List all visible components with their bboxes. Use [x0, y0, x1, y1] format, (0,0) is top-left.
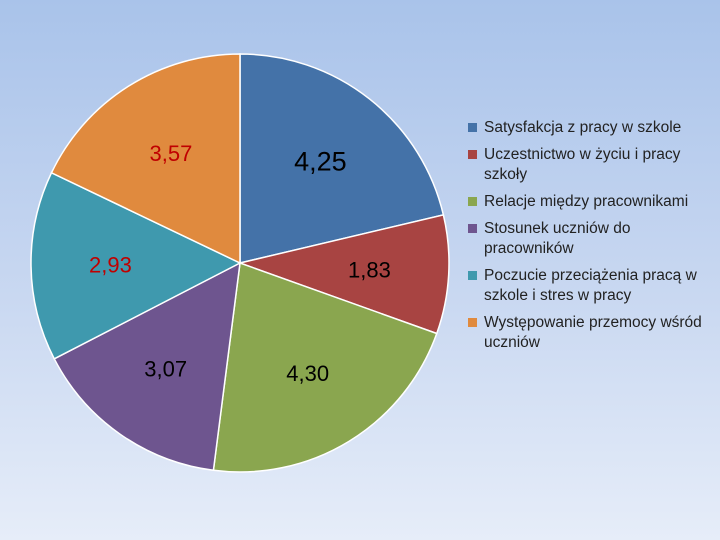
legend-item-relacje-miedzy-pracownikami: Relacje między pracownikami: [468, 192, 708, 212]
pie-slice-uczestnictwo-w-zyciu-i-pracy-szkoly: [237, 213, 450, 335]
legend-swatch: [468, 123, 477, 132]
value-labels: 4,25 1,83 4,30 3,07 2,93 3,57: [89, 141, 391, 386]
value-label-stosunek-uczniow-do-pracownikow: 3,07: [144, 357, 187, 382]
legend-item-satysfakcja-z-pracy-w-szkole: Satysfakcja z pracy w szkole: [468, 118, 708, 138]
legend-label: Relacje między pracownikami: [484, 193, 689, 210]
pie-slices: [30, 53, 450, 473]
legend-label: Stosunek uczniów do pracowników: [484, 220, 631, 257]
value-label-uczestnictwo-w-zyciu-i-pracy-szkoly: 1,83: [348, 258, 391, 283]
legend-swatch: [468, 224, 477, 233]
legend-item-uczestnictwo-w-zyciu-i-pracy-szkoly: Uczestnictwo w życiu i pracy szkoły: [468, 145, 708, 185]
legend-label: Występowanie przemocy wśród uczniów: [484, 314, 702, 351]
legend-label: Uczestnictwo w życiu i pracy szkoły: [484, 146, 681, 183]
value-label-relacje-miedzy-pracownikami: 4,30: [286, 361, 329, 386]
value-label-satysfakcja-z-pracy-w-szkole: 4,25: [294, 146, 347, 176]
legend-swatch: [468, 318, 477, 327]
chart-legend: Satysfakcja z pracy w szkole Uczestnictwo…: [468, 118, 708, 360]
pie-slice-wystepowanie-przemocy-wsrod-uczniow: [50, 53, 241, 265]
legend-label: Poczucie przeciążenia pracą w szkole i s…: [484, 267, 697, 304]
value-label-wystepowanie-przemocy-wsrod-uczniow: 3,57: [149, 141, 192, 166]
pie-slice-relacje-miedzy-pracownikami: [212, 261, 438, 473]
legend-swatch: [468, 271, 477, 280]
legend-swatch: [468, 197, 477, 206]
pie-slice-satysfakcja-z-pracy-w-szkole: [239, 53, 445, 264]
legend-swatch: [468, 150, 477, 159]
legend-label: Satysfakcja z pracy w szkole: [484, 119, 682, 136]
pie-slice-poczucie-przeciazenia-praca-w-szkole-i-s: [30, 171, 242, 360]
pie-slice-stosunek-uczniow-do-pracownikow: [53, 261, 241, 472]
legend-item-stosunek-uczniow-do-pracownikow: Stosunek uczniów do pracowników: [468, 219, 708, 259]
value-label-poczucie-przeciazenia-praca-w-szkole-i-s: 2,93: [89, 252, 132, 277]
legend-item-poczucie-przeciazenia-praca-w-szkole-i-s: Poczucie przeciążenia pracą w szkole i s…: [468, 266, 708, 306]
legend-item-wystepowanie-przemocy-wsrod-uczniow: Występowanie przemocy wśród uczniów: [468, 313, 708, 353]
